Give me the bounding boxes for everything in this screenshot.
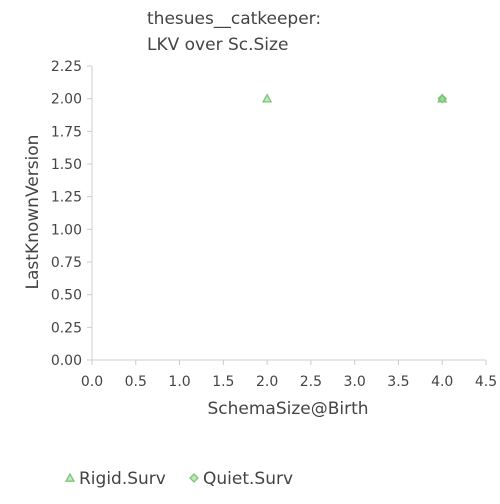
x-tick-label: 4.5 — [475, 374, 497, 390]
y-tick-label: 0.00 — [51, 353, 82, 369]
legend-marker-triangle — [64, 472, 76, 482]
y-axis-label: LastKnownVersion — [23, 135, 43, 290]
chart-title-line-1: thesues__catkeeper: — [147, 9, 321, 29]
y-tick-label: 1.75 — [51, 124, 82, 140]
x-tick-label: 2.5 — [300, 374, 322, 390]
x-tick-label: 1.0 — [168, 374, 190, 390]
legend-marker-diamond — [189, 473, 199, 483]
y-tick-label: 1.00 — [51, 222, 82, 238]
x-axis-label: SchemaSize@Birth — [207, 399, 368, 419]
x-tick-label: 2.0 — [256, 374, 278, 390]
data-point-quiet-surv — [437, 93, 448, 104]
legend-label: Quiet.Surv — [203, 469, 293, 489]
x-tick-label: 3.5 — [387, 374, 409, 390]
data-points — [262, 93, 448, 104]
x-tick-label: 4.0 — [431, 374, 453, 390]
y-tick-label: 2.00 — [51, 92, 82, 108]
y-tick-label: 1.50 — [51, 157, 82, 173]
x-tick-label: 0.5 — [125, 374, 147, 390]
y-tick-label: 2.25 — [51, 59, 82, 75]
legend: Rigid.Surv Quiet.Surv — [64, 469, 293, 489]
y-tick-label: 1.25 — [51, 190, 82, 206]
y-tick-label: 0.50 — [51, 288, 82, 304]
legend-label: Rigid.Surv — [79, 469, 166, 489]
data-point-rigid-surv — [262, 93, 273, 103]
axes — [91, 66, 486, 361]
x-tick-label: 0.0 — [81, 374, 103, 390]
x-tick-label: 1.5 — [212, 374, 234, 390]
y-tick-label: 0.25 — [51, 320, 82, 336]
y-tick-label: 0.75 — [51, 255, 82, 271]
chart-title-line-2: LKV over Sc.Size — [147, 35, 288, 55]
ticks: 0.0 0.5 1.0 1.5 2.0 2.5 3.0 3.5 4.0 4.5 0.00 0.25 0.… — [51, 59, 497, 390]
x-tick-label: 3.0 — [344, 374, 366, 390]
